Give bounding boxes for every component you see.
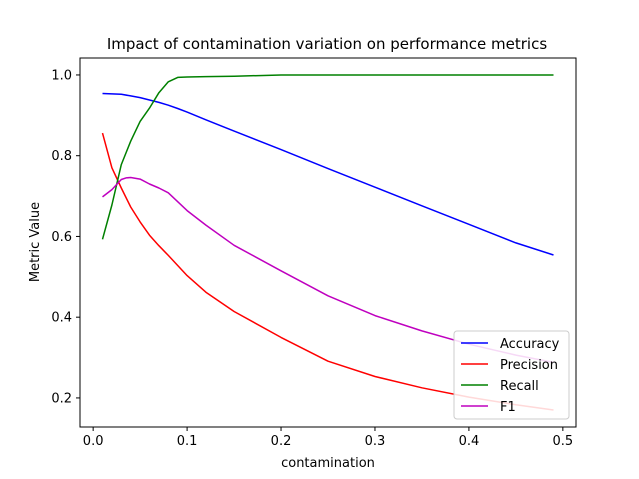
legend-label-f1: F1 (500, 400, 516, 415)
legend-label-precision: Precision (500, 358, 558, 373)
series-line-recall (101, 74, 554, 240)
legend-label-accuracy: Accuracy (500, 337, 560, 352)
series-line-f1 (102, 176, 554, 364)
y-tick-label: 1.0 (51, 68, 72, 83)
x-tick-label: 0.1 (177, 434, 198, 449)
series-line-accuracy (102, 92, 554, 256)
x-tick-label: 0.5 (553, 434, 574, 449)
y-tick-label: 0.8 (51, 149, 72, 164)
legend: Accuracy Precision Recall F1 (453, 330, 570, 420)
x-tick-label: 0.2 (271, 434, 292, 449)
y-tick-label: 0.2 (51, 391, 72, 406)
y-tick-label: 0.4 (51, 311, 72, 326)
x-tick-label: 0.3 (365, 434, 386, 449)
legend-box (453, 330, 570, 420)
x-tick-label: 0.0 (83, 434, 104, 449)
y-axis-title: Metric Value (28, 202, 43, 282)
chart-title: Impact of contamination variation on per… (107, 35, 548, 53)
plot-frame (79, 57, 577, 428)
y-axis: 0.2 0.4 0.6 0.8 1.0 (51, 68, 80, 406)
legend-label-recall: Recall (500, 379, 539, 394)
x-tick-label: 0.4 (459, 434, 480, 449)
y-tick-label: 0.6 (51, 230, 72, 245)
series-line-precision (101, 132, 554, 411)
series-layer (101, 74, 554, 411)
x-axis-title: contamination (281, 456, 375, 471)
x-axis: 0.0 0.1 0.2 0.3 0.4 0.5 (83, 427, 573, 449)
